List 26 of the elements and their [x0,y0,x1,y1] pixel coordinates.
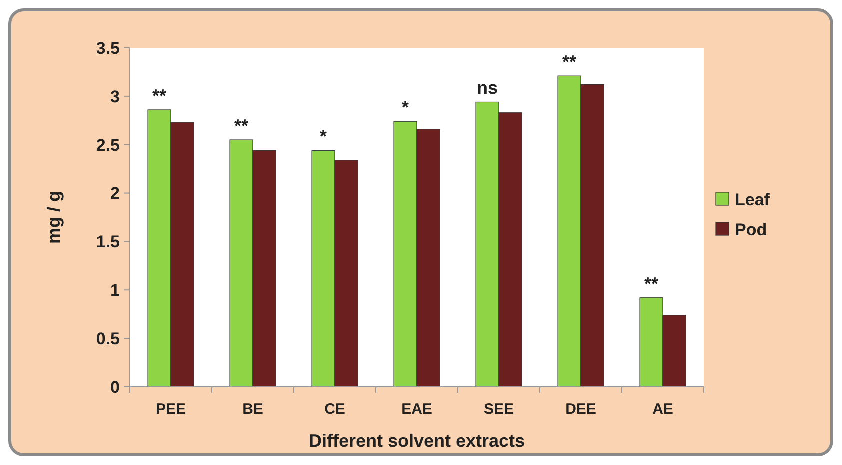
legend-label: Leaf [735,190,770,210]
x-tick-label: DEE [566,401,596,418]
annotation: ** [644,274,659,294]
x-tick-label: PEE [156,401,186,418]
y-tick-label: 1 [110,281,120,300]
y-tick-label: 0 [110,378,120,397]
y-axis-title: mg / g [44,191,64,244]
y-tick-label: 3 [110,87,120,106]
x-tick-label: CE [324,401,346,418]
annotation: ** [152,86,167,106]
x-tick-label: SEE [484,401,514,418]
y-tick-label: 1.5 [96,232,120,252]
annotation: * [402,98,410,118]
annotation: ** [234,116,249,136]
y-tick-label: 2.5 [96,136,120,155]
x-tick-label: AE [652,401,674,418]
y-tick-label: 0.5 [96,330,120,349]
x-axis-title: Different solvent extracts [308,431,526,451]
legend-label: Pod [735,220,768,240]
y-tick-label: 2 [110,184,120,204]
annotation: * [320,126,328,147]
y-tick-label: 3.5 [96,38,120,58]
x-tick-label: EAE [402,401,432,418]
annotation: ns [477,78,498,98]
x-tick-label: BE [242,401,264,418]
annotation: ** [562,52,577,72]
